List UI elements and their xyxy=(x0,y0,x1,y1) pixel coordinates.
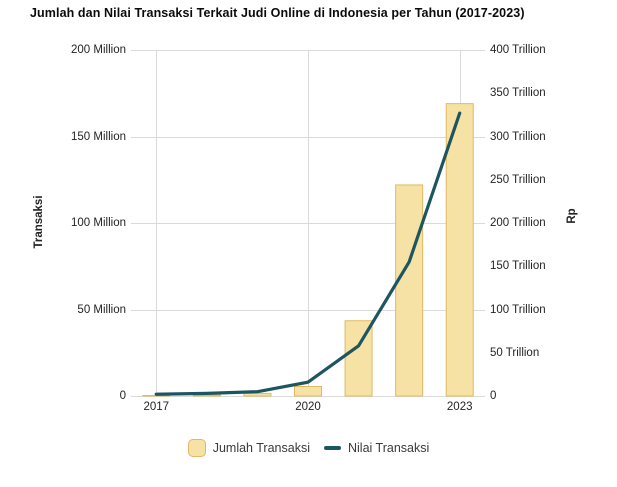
right-axis-tick-label: 400 Trillion xyxy=(490,44,546,56)
line-series-dash-icon xyxy=(323,446,341,450)
legend-item-nilai-transaksi[interactable]: Nilai Transaksi xyxy=(323,441,430,455)
bar-2020 xyxy=(294,385,322,397)
bar-series-swatch-icon xyxy=(187,439,206,457)
left-axis-tick-label: 100 Million xyxy=(71,217,126,229)
bar-2023 xyxy=(445,103,474,397)
right-axis-tick-label: 0 xyxy=(490,390,497,402)
right-axis-tick-label: 300 Trillion xyxy=(490,130,546,143)
right-axis-tick-label: 100 Trillion xyxy=(490,303,546,316)
right-axis-tick-label: 50 Trillion xyxy=(490,346,540,359)
bar-2022 xyxy=(395,184,424,397)
nilai-transaksi-line xyxy=(154,111,462,396)
legend-label-nilai-transaksi: Nilai Transaksi xyxy=(347,441,430,455)
left-axis-tick-label: 0 xyxy=(119,390,126,402)
right-axis-tick-label: 200 Trillion xyxy=(490,217,546,229)
legend-item-jumlah-transaksi[interactable]: Jumlah Transaksi xyxy=(187,439,310,457)
legend: Jumlah Transaksi Nilai Transaksi xyxy=(0,436,617,460)
x-axis-tick-label: 2017 xyxy=(143,401,170,413)
right-axis-tick-label: 250 Trillion xyxy=(490,173,546,186)
right-axis-tick-label: 150 Trillion xyxy=(490,260,546,273)
left-axis-tick-label: 200 Million xyxy=(71,44,126,56)
legend-label-jumlah-transaksi: Jumlah Transaksi xyxy=(212,441,310,455)
left-axis-tick-label: 150 Million xyxy=(71,130,126,143)
x-axis-tick-label: 2020 xyxy=(295,401,321,413)
chart-title: Jumlah dan Nilai Transaksi Terkait Judi … xyxy=(30,6,525,20)
bar-2019 xyxy=(243,392,272,397)
right-axis-tick-label: 350 Trillion xyxy=(490,87,546,100)
left-axis-tick-label: 50 Million xyxy=(77,303,126,316)
x-axis-tick-label: 2023 xyxy=(446,401,473,413)
